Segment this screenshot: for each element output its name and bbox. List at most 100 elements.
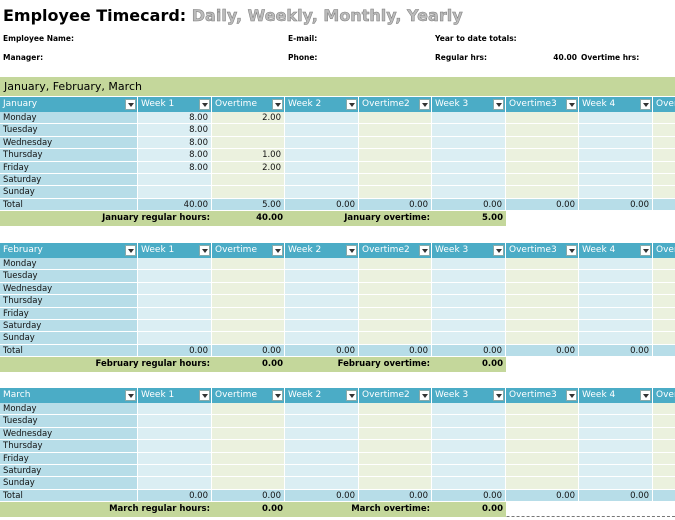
cell: 0.00: [212, 344, 285, 358]
cell: [212, 477, 285, 490]
row-label: Total: [0, 344, 138, 358]
cell: [506, 295, 579, 308]
filter-button[interactable]: [419, 99, 430, 110]
cell: 0.00: [138, 489, 212, 503]
filter-button[interactable]: [419, 245, 430, 256]
cell: [359, 258, 432, 271]
cell: [359, 174, 432, 187]
cell: [653, 136, 675, 150]
filter-button[interactable]: [346, 245, 357, 256]
filter-button[interactable]: [199, 99, 210, 110]
field-label: Regular hrs:: [435, 53, 488, 62]
filter-button[interactable]: [640, 390, 651, 401]
row-label: Sunday: [0, 477, 138, 490]
column-header: Overtime2: [359, 97, 432, 112]
filter-button[interactable]: [346, 390, 357, 401]
cell: [506, 440, 579, 453]
filter-button[interactable]: [419, 390, 430, 401]
cell: [506, 403, 579, 416]
filter-button[interactable]: [566, 99, 577, 110]
cell: [359, 161, 432, 174]
cell: [138, 270, 212, 283]
cell: [579, 307, 653, 320]
cell: [359, 403, 432, 416]
cell: [138, 295, 212, 308]
cell: [579, 440, 653, 453]
cell: [138, 415, 212, 428]
cell: [653, 258, 675, 271]
cell: 0.00: [285, 344, 359, 358]
filter-button[interactable]: [640, 99, 651, 110]
filter-button[interactable]: [640, 245, 651, 256]
cell: [359, 282, 432, 296]
row-label: Saturday: [0, 465, 138, 478]
cell: [653, 149, 675, 162]
cell: [579, 403, 653, 416]
cell: [285, 295, 359, 308]
cell: 1.00: [212, 149, 285, 162]
field-label: Year to date totals:: [435, 34, 517, 43]
filter-button[interactable]: [125, 245, 136, 256]
cell: [285, 112, 359, 125]
cell: [212, 465, 285, 478]
filter-button[interactable]: [125, 99, 136, 110]
cell: 40.00: [138, 198, 212, 212]
filter-button[interactable]: [566, 245, 577, 256]
cell: [285, 282, 359, 296]
cell: 8.00: [138, 161, 212, 174]
row-label: Saturday: [0, 320, 138, 333]
cell: [212, 174, 285, 187]
cell: [359, 477, 432, 490]
filter-button[interactable]: [199, 245, 210, 256]
cell: [212, 415, 285, 428]
cell: [506, 186, 579, 199]
cell: [138, 477, 212, 490]
cell: [432, 258, 506, 271]
cell: [432, 477, 506, 490]
column-header: Overtime: [212, 97, 285, 112]
row-label: Sunday: [0, 332, 138, 345]
cell: [579, 174, 653, 187]
filter-button[interactable]: [272, 245, 283, 256]
cell: 0.00: [579, 344, 653, 358]
cell: [432, 452, 506, 465]
filter-button[interactable]: [493, 99, 504, 110]
cell: 8.00: [138, 136, 212, 150]
column-header: Week 1: [138, 388, 212, 403]
field-label: Manager:: [3, 53, 44, 62]
cell: [212, 124, 285, 137]
filter-button[interactable]: [272, 99, 283, 110]
cell: [579, 136, 653, 150]
summary-value: 40.00: [256, 213, 283, 224]
summary-label: February overtime:: [337, 359, 430, 370]
filter-button[interactable]: [199, 390, 210, 401]
summary-band: [0, 211, 506, 227]
filter-button[interactable]: [125, 390, 136, 401]
cell: [138, 320, 212, 333]
row-label: Thursday: [0, 295, 138, 308]
summary-label: March regular hours:: [109, 504, 210, 515]
column-header: Overtime3: [506, 97, 579, 112]
cell: [506, 258, 579, 271]
cell: [359, 452, 432, 465]
cell: [432, 270, 506, 283]
filter-button[interactable]: [566, 390, 577, 401]
cell: [579, 415, 653, 428]
cell: [653, 344, 675, 358]
filter-button[interactable]: [346, 99, 357, 110]
cell: [653, 477, 675, 490]
cell: 2.00: [212, 112, 285, 125]
cell: [506, 427, 579, 441]
cell: 0.00: [579, 198, 653, 212]
subtitle: Daily, Weekly, Monthly, Yearly: [191, 6, 463, 25]
filter-button[interactable]: [493, 245, 504, 256]
filter-button[interactable]: [272, 390, 283, 401]
row-label: Wednesday: [0, 136, 138, 150]
title-line: Employee Timecard: Daily, Weekly, Monthl…: [3, 6, 463, 25]
filter-button[interactable]: [493, 390, 504, 401]
cell: [359, 307, 432, 320]
cell: [506, 332, 579, 345]
row-label: Tuesday: [0, 270, 138, 283]
cell: [432, 112, 506, 125]
title: Employee Timecard:: [3, 6, 187, 25]
